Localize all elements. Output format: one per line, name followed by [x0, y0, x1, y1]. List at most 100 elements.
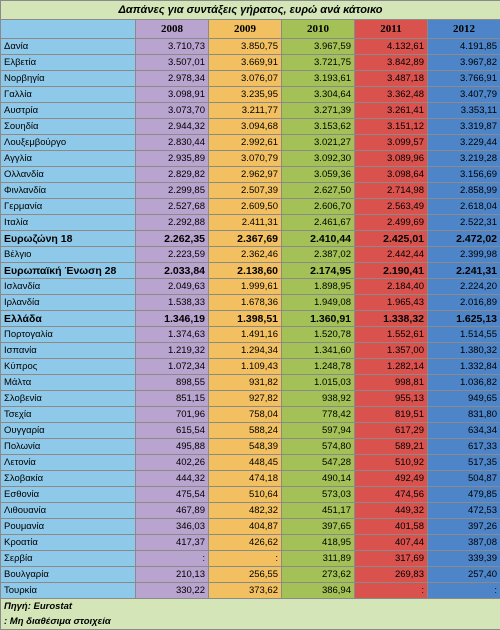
value-cell-2012: 3.156,69 — [428, 167, 500, 183]
value-cell-2010: 597,94 — [282, 423, 355, 439]
value-cell-2011: 2.190,41 — [355, 263, 428, 279]
value-cell-2010: 2.387,02 — [282, 247, 355, 263]
value-cell-2010: 2.627,50 — [282, 183, 355, 199]
value-cell-2012: 1.332,84 — [428, 359, 500, 375]
value-cell-2012: 2.224,20 — [428, 279, 500, 295]
country-cell: Ιρλανδία — [1, 295, 136, 311]
value-cell-2012: 504,87 — [428, 471, 500, 487]
value-cell-2010: 2.174,95 — [282, 263, 355, 279]
value-cell-2008: 210,13 — [136, 567, 209, 583]
value-cell-2008: 615,54 — [136, 423, 209, 439]
value-cell-2009: 373,62 — [209, 583, 282, 599]
value-cell-2008: 495,88 — [136, 439, 209, 455]
value-cell-2011: 2.425,01 — [355, 231, 428, 247]
country-cell: Ευρωζώνη 18 — [1, 231, 136, 247]
value-cell-2009: 2.362,46 — [209, 247, 282, 263]
value-cell-2008: 2.935,89 — [136, 151, 209, 167]
value-cell-2011: : — [355, 583, 428, 599]
value-cell-2008: : — [136, 551, 209, 567]
value-cell-2011: 449,32 — [355, 503, 428, 519]
country-cell: Πορτογαλία — [1, 327, 136, 343]
value-cell-2009: 1.678,36 — [209, 295, 282, 311]
country-cell: Ιταλία — [1, 215, 136, 231]
value-cell-2008: 330,22 — [136, 583, 209, 599]
value-cell-2011: 3.487,18 — [355, 71, 428, 87]
value-cell-2012: 3.967,82 — [428, 55, 500, 71]
country-cell: Σλοβακία — [1, 471, 136, 487]
value-cell-2011: 317,69 — [355, 551, 428, 567]
country-cell: Κύπρος — [1, 359, 136, 375]
value-cell-2011: 3.098,64 — [355, 167, 428, 183]
value-cell-2011: 3.842,89 — [355, 55, 428, 71]
value-cell-2010: 3.271,39 — [282, 103, 355, 119]
value-cell-2009: 3.850,75 — [209, 39, 282, 55]
value-cell-2010: 573,03 — [282, 487, 355, 503]
value-cell-2010: 397,65 — [282, 519, 355, 535]
value-cell-2009: 2.992,61 — [209, 135, 282, 151]
value-cell-2009: 1.294,34 — [209, 343, 282, 359]
value-cell-2010: 3.304,64 — [282, 87, 355, 103]
value-cell-2008: 1.538,33 — [136, 295, 209, 311]
country-cell: Τουρκία — [1, 583, 136, 599]
value-cell-2008: 444,32 — [136, 471, 209, 487]
value-cell-2012: 3.353,11 — [428, 103, 500, 119]
value-cell-2008: 475,54 — [136, 487, 209, 503]
country-cell: Ουγγαρία — [1, 423, 136, 439]
table-title: Δαπάνες για συντάξεις γήρατος, ευρώ ανά … — [1, 1, 500, 20]
value-cell-2010: 3.153,62 — [282, 119, 355, 135]
value-cell-2009: 482,32 — [209, 503, 282, 519]
value-cell-2008: 2.527,68 — [136, 199, 209, 215]
value-cell-2008: 1.374,63 — [136, 327, 209, 343]
value-cell-2011: 510,92 — [355, 455, 428, 471]
value-cell-2012: 472,53 — [428, 503, 500, 519]
country-cell: Πολωνία — [1, 439, 136, 455]
value-cell-2009: 510,64 — [209, 487, 282, 503]
year-header-2008: 2008 — [136, 20, 209, 39]
country-cell: Σερβία — [1, 551, 136, 567]
footer-source-row: Πηγή: Eurostat — [1, 599, 500, 615]
value-cell-2008: 2.033,84 — [136, 263, 209, 279]
value-cell-2009: 1.491,16 — [209, 327, 282, 343]
value-cell-2012: 1.514,55 — [428, 327, 500, 343]
value-cell-2010: 1.341,60 — [282, 343, 355, 359]
value-cell-2008: 402,26 — [136, 455, 209, 471]
value-cell-2012: 634,34 — [428, 423, 500, 439]
value-cell-2012: 617,33 — [428, 439, 500, 455]
value-cell-2009: 474,18 — [209, 471, 282, 487]
value-cell-2010: 1.360,91 — [282, 311, 355, 327]
value-cell-2008: 1.219,32 — [136, 343, 209, 359]
year-header-2009: 2009 — [209, 20, 282, 39]
country-cell: Τσεχία — [1, 407, 136, 423]
value-cell-2011: 955,13 — [355, 391, 428, 407]
value-cell-2008: 701,96 — [136, 407, 209, 423]
value-cell-2008: 851,15 — [136, 391, 209, 407]
value-cell-2011: 1.965,43 — [355, 295, 428, 311]
value-cell-2008: 2.944,32 — [136, 119, 209, 135]
value-cell-2011: 3.089,96 — [355, 151, 428, 167]
value-cell-2009: 2.138,60 — [209, 263, 282, 279]
country-cell: Γαλλία — [1, 87, 136, 103]
country-cell: Ρουμανία — [1, 519, 136, 535]
value-cell-2008: 3.073,70 — [136, 103, 209, 119]
value-cell-2008: 417,37 — [136, 535, 209, 551]
value-cell-2011: 4.132,61 — [355, 39, 428, 55]
value-cell-2010: 3.092,30 — [282, 151, 355, 167]
value-cell-2009: 256,55 — [209, 567, 282, 583]
country-cell: Ισλανδία — [1, 279, 136, 295]
country-cell: Λιθουανία — [1, 503, 136, 519]
country-cell: Νορβηγία — [1, 71, 136, 87]
value-cell-2008: 2.292,88 — [136, 215, 209, 231]
